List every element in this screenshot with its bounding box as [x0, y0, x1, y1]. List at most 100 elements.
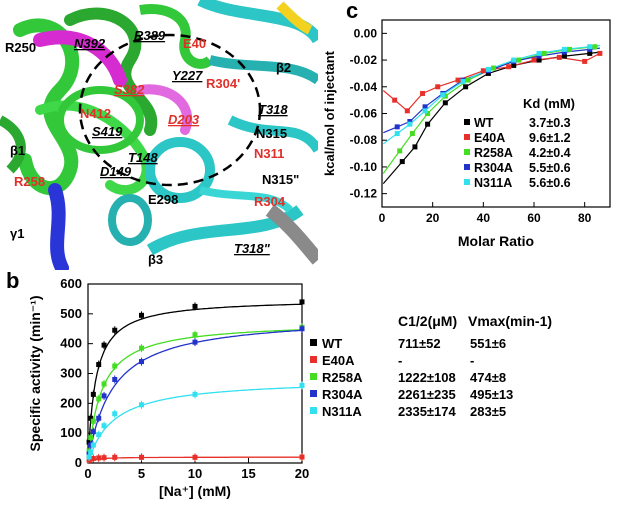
x-tick-label: 40 — [477, 211, 491, 225]
legend-vmax: - — [470, 353, 474, 368]
data-point-r258a — [465, 77, 471, 83]
data-point-e40a — [556, 54, 562, 60]
legend-swatch — [310, 407, 317, 414]
yellow-ribbon-region — [276, 1, 313, 35]
kinetics-panel: 0 100 200 300 400 500 600 0 5 10 15 20 [Na⁺] (mM) Spe… — [0, 270, 617, 506]
legend-kd: 5.5±0.6 — [529, 161, 571, 175]
kinetics-chart: 0 100 200 300 400 500 600 0 5 10 15 20 [Na⁺] (mM) Spe… — [27, 276, 552, 499]
structure-panel: R250 N392 R389 E40 Y227 R304' β2 S382 T318 N412 D2… — [0, 0, 324, 275]
residue-label: E298 — [148, 192, 178, 207]
data-point-wt — [90, 391, 96, 397]
x-tick-label: 60 — [527, 211, 541, 225]
data-point-wt — [88, 415, 94, 421]
x-tick-label: 15 — [241, 466, 255, 481]
legend-kd: 9.6±1.2 — [529, 131, 571, 145]
y-tick-label: 0.00 — [354, 26, 378, 40]
data-point-e40a — [299, 454, 305, 460]
residue-label: D203 — [168, 112, 200, 127]
legend-swatch — [464, 149, 470, 155]
x-axis-label: Molar Ratio — [458, 233, 534, 249]
data-point-n311a — [460, 78, 466, 84]
residue-label: β3 — [148, 252, 163, 267]
panel-label-c: c — [346, 0, 359, 23]
y-tick-label: -0.06 — [350, 107, 378, 121]
residue-label: D149 — [100, 164, 132, 179]
y-tick-label: 0 — [75, 455, 82, 470]
data-point-r304a — [587, 46, 593, 52]
legend-series-name: WT — [322, 336, 342, 351]
y-tick-label: -0.12 — [350, 187, 378, 201]
data-point-e40a — [480, 68, 486, 74]
data-point-r304a — [536, 53, 542, 59]
data-point-r258a — [88, 435, 94, 441]
data-point-r258a — [409, 131, 415, 137]
data-point-r258a — [192, 332, 198, 338]
data-point-r304a — [139, 359, 144, 365]
data-point-r304a — [112, 376, 118, 382]
data-point-e40a — [582, 58, 588, 64]
data-point-r258a — [96, 396, 102, 402]
y-tick-label: -0.02 — [350, 53, 378, 67]
data-point-r258a — [516, 57, 522, 63]
y-axis-label: kcal/mol of injectant — [322, 50, 337, 176]
residue-label: N315 — [256, 126, 287, 141]
legend-header-kd: Kd (mM) — [523, 96, 575, 111]
y-tick-label: -0.08 — [350, 133, 378, 147]
data-point-r304a — [101, 393, 107, 399]
data-point-n311a — [587, 44, 593, 50]
legend-c-half: 1222±108 — [398, 370, 456, 385]
plot-frame — [87, 283, 303, 464]
data-point-e40a — [112, 454, 118, 460]
residue-label: R304 — [254, 194, 286, 209]
residue-label: N392 — [74, 36, 106, 51]
data-point-wt — [86, 439, 92, 445]
legend-vmax: 474±8 — [470, 370, 506, 385]
data-point-n311a — [299, 382, 305, 388]
legend-swatch — [464, 179, 470, 185]
x-tick-label: 5 — [138, 466, 145, 481]
legend-swatch — [464, 164, 470, 170]
data-point-r258a — [541, 50, 547, 56]
legend-kd: 4.2±0.4 — [529, 146, 571, 160]
legend-series-name: E40A — [322, 353, 355, 368]
itc-chart: 0.00 -0.02 -0.04 -0.06 -0.08 -0.10 -0.120 20 40 6… — [322, 19, 611, 249]
residue-label: γ1 — [10, 226, 24, 241]
data-point-r258a — [425, 111, 431, 116]
x-tick-label: 0 — [379, 211, 386, 225]
legend-header-chalf: C1/2(μM) — [398, 313, 457, 329]
legend-series-name: E40A — [474, 131, 505, 145]
data-point-wt — [511, 62, 517, 68]
y-tick-label: 600 — [60, 276, 82, 291]
fit-curve-n311a — [87, 386, 303, 464]
legend-header-vmax: Vmax(min-1) — [468, 313, 552, 329]
data-point-n311a — [112, 411, 118, 417]
residue-label: E40 — [183, 36, 206, 51]
data-point-e40a — [455, 77, 461, 83]
data-point-r258a — [90, 418, 96, 424]
residue-label: N311 — [254, 146, 284, 161]
data-point-r304a — [90, 429, 96, 435]
data-point-n311a — [407, 121, 413, 127]
data-point-wt — [101, 342, 107, 348]
residue-label: R258 — [14, 174, 45, 189]
legend-c-half: 2335±174 — [398, 404, 457, 419]
data-point-wt — [587, 50, 593, 56]
x-axis-label: [Na⁺] (mM) — [159, 483, 231, 499]
data-point-r258a — [490, 65, 496, 71]
y-tick-label: -0.04 — [350, 80, 378, 94]
legend-swatch — [310, 373, 317, 380]
residue-label: T318" — [234, 241, 271, 256]
legend-swatch — [310, 390, 317, 397]
fit-curve-wt — [87, 303, 302, 464]
residue-label: N412 — [80, 106, 111, 121]
y-tick-label: -0.10 — [350, 160, 378, 174]
blue-ribbon-region — [48, 183, 69, 275]
data-point-wt — [463, 84, 469, 90]
data-point-n311a — [101, 423, 107, 429]
x-tick-label: 0 — [84, 466, 91, 481]
data-point-n311a — [96, 432, 102, 438]
data-point-e40a — [435, 84, 441, 90]
legend-kd: 5.6±0.6 — [529, 176, 571, 190]
